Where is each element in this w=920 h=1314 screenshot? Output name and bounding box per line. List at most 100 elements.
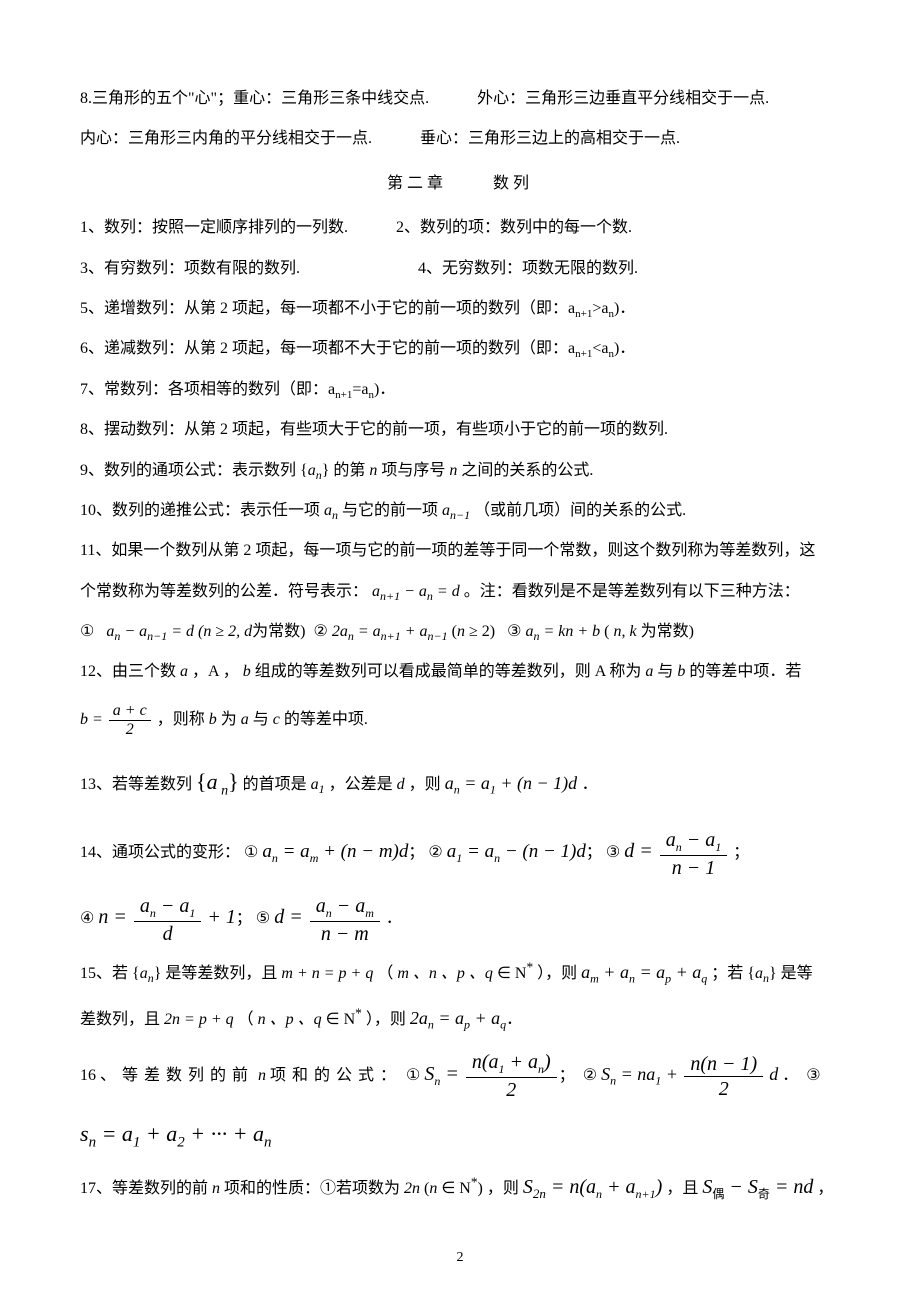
text: 1、数列：按照一定顺序排列的一列数. — [80, 219, 348, 236]
text: 是等差数列，且 — [165, 965, 277, 982]
text: <a — [592, 340, 608, 357]
variant-2: a1 = an − (n − 1)d — [447, 841, 586, 862]
eq-mnpq: m + n = p + q — [281, 965, 377, 982]
chapter-title: 第二章 数列 — [80, 165, 840, 203]
text: 8、摆动数列：从第 2 项起，有些项大于它的前一项，有些项小于它的前一项的数列. — [80, 421, 668, 438]
term-a1: a1 — [311, 776, 325, 793]
cond-n: (n ∈ N*) — [424, 1180, 483, 1197]
text: ，公差是 — [329, 776, 393, 793]
num-4-icon: ④ — [80, 910, 94, 927]
text: 与它的前一项 — [342, 502, 438, 519]
text: 项和的性质：①若项数为 — [224, 1180, 400, 1197]
text: 7、常数列：各项相等的数列（即：a — [80, 381, 335, 398]
text: 11、如果一个数列从第 2 项起，每一项与它的前一项的差等于同一个常数，则这个数… — [80, 542, 815, 559]
var-c: c — [273, 711, 284, 728]
text: 17、等差数列的前 — [80, 1180, 208, 1197]
var-a: a — [645, 663, 657, 680]
var-n: n — [449, 462, 461, 479]
var-b: b — [209, 711, 221, 728]
eq-b: b = — [80, 711, 107, 728]
var-a: a — [241, 711, 253, 728]
text: ，则称 — [157, 711, 205, 728]
line-13: 13、若等差数列 {a n} 的首项是 a1 ，公差是 d ，则 an = a1… — [80, 747, 840, 817]
num-3-icon: ③ — [806, 1067, 820, 1084]
var-d: d — [769, 1064, 778, 1084]
num-3-icon: ③ — [507, 623, 521, 640]
text: ），则 — [537, 965, 577, 982]
text: （ — [238, 1011, 254, 1028]
brace-seq: {a n} — [196, 769, 239, 794]
line-1-2: 1、数列：按照一定顺序排列的一列数. 2、数列的项：数列中的每一个数. — [80, 209, 840, 247]
sub: n+1 — [575, 308, 592, 320]
eq-an: an = a1 + (n − 1)d — [445, 773, 582, 793]
line-16a: 16 、等差数列的前 n 项和的公式： ① Sn = n(a1 + an)2； … — [80, 1042, 840, 1106]
text: 5、递增数列：从第 2 项起，每一项都不小于它的前一项的数列（即：a — [80, 300, 575, 317]
text: 内心：三角形三内角的平分线相交于一点. — [80, 130, 372, 147]
text: 项与序号 — [381, 462, 445, 479]
var-n: n — [258, 1067, 270, 1084]
text: 6、递减数列：从第 2 项起，每一项都不大于它的前一项的数列（即：a — [80, 340, 575, 357]
text: 是等 — [781, 965, 813, 982]
text: 2、数列的项：数列中的每一个数. — [396, 219, 632, 236]
line-14: 14、通项公式的变形： ① an = am + (n − m)d； ② a1 =… — [80, 819, 840, 883]
text: ，A ， — [192, 663, 239, 680]
text: 的第 — [333, 462, 365, 479]
num-5-icon: ⑤ — [256, 910, 270, 927]
method-2: 2an = an+1 + an−1 — [332, 623, 448, 640]
line-6: 6、递减数列：从第 2 项起，每一项都不大于它的前一项的数列（即：an+1<an… — [80, 330, 840, 368]
eq-sum: am + an = ap + aq — [581, 962, 707, 982]
vars-npq: n 、p 、q — [258, 1011, 322, 1028]
num-3-icon: ③ — [606, 844, 620, 861]
var-a: a — [180, 663, 192, 680]
text: 的等差中项．若 — [689, 663, 801, 680]
num-2-icon: ② — [428, 844, 442, 861]
text: 3、有穷数列：项数有限的数列. — [80, 260, 300, 277]
text: 的等差中项. — [284, 711, 368, 728]
text: )． — [614, 300, 635, 317]
line-11a: 11、如果一个数列从第 2 项起，每一项与它的前一项的差等于同一个常数，则这个数… — [80, 532, 840, 570]
text: 差数列，且 — [80, 1011, 160, 1028]
text: 个常数称为等差数列的公差．符号表示： — [80, 583, 368, 600]
method-3: an = kn + b — [525, 623, 600, 640]
text: 10、数列的递推公式：表示任一项 — [80, 502, 320, 519]
eq-2an: 2an = ap + aq — [410, 1008, 506, 1028]
text: 4、无穷数列：项数无限的数列. — [418, 260, 638, 277]
chapter-label-a: 第二章 — [387, 175, 447, 192]
text: =a — [352, 381, 368, 398]
text: 为常数) — [641, 623, 694, 640]
text: ），则 — [366, 1011, 406, 1028]
line-methods: ① an − an−1 = d (n ≥ 2, d为常数) ② 2an = an… — [80, 613, 840, 651]
var-n: n — [369, 462, 381, 479]
var-n: n — [212, 1180, 224, 1197]
in-N: ∈ N* — [326, 1011, 362, 1028]
text-spread: 、等差数列的前 — [100, 1067, 254, 1084]
eq-2n: 2n — [404, 1180, 420, 1197]
text: ，则 — [409, 776, 441, 793]
var-b: b — [677, 663, 689, 680]
brace-seq: {an} — [132, 965, 161, 982]
text: 9、数列的通项公式：表示数列 — [80, 462, 296, 479]
num-1-icon: ① — [244, 844, 258, 861]
eq-seven-sodd: S偶 − S奇 = nd — [702, 1176, 813, 1198]
brace-seq: {an} — [747, 965, 776, 982]
num-2-icon: ② — [314, 623, 328, 640]
text: （或前几项）间的关系的公式. — [474, 502, 686, 519]
line-8e: 8、摆动数列：从第 2 项起，有些项大于它的前一项，有些项小于它的前一项的数列. — [80, 411, 840, 449]
line-8: 8.三角形的五个"心"；重心：三角形三条中线交点. 外心：三角形三边垂直平分线相… — [80, 80, 840, 118]
text: ，则 — [487, 1180, 519, 1197]
line-17: 17、等差数列的前 n 项和的性质：①若项数为 2n (n ∈ N*) ，则 S… — [80, 1163, 840, 1211]
line-15a: 15、若 {an} 是等差数列，且 m + n = p + q （ m 、n 、… — [80, 951, 840, 994]
text: 与 — [253, 711, 269, 728]
text: ，且 — [666, 1180, 698, 1197]
num-2-icon: ② — [583, 1067, 597, 1084]
variant-3: d = — [624, 840, 658, 862]
text: 12、由三个数 — [80, 663, 176, 680]
text: 15、若 — [80, 965, 128, 982]
line-10: 10、数列的递推公式：表示任一项 an 与它的前一项 an−1 （或前几项）间的… — [80, 492, 840, 530]
var-b: b — [243, 663, 255, 680]
num-1-icon: ① — [80, 623, 102, 640]
eq-sn2: Sn = na1 + — [601, 1064, 682, 1084]
line-16b: sn = a1 + a2 + ··· + an — [80, 1108, 840, 1161]
text: 16 — [80, 1067, 96, 1084]
line-5: 5、递增数列：从第 2 项起，每一项都不小于它的前一项的数列（即：an+1>an… — [80, 290, 840, 328]
